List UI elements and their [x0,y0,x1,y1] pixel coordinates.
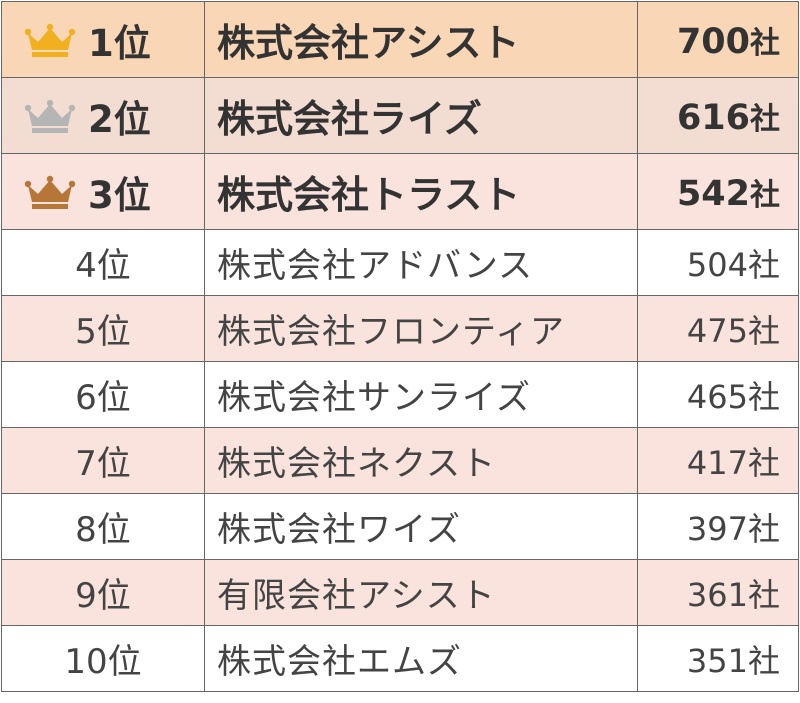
count-value: 351 [686,641,748,680]
company-name: 株式会社トラスト [204,153,638,230]
count-value: 417 [686,443,748,482]
company-count: 504社 [637,229,799,296]
company-name: 株式会社ライズ [204,77,638,154]
table-row-rank-7: 7位 株式会社ネクスト 417社 [1,427,799,494]
rank-label: 5位 [1,295,205,362]
company-count: 417社 [637,427,799,494]
table-row-rank-6: 6位 株式会社サンライズ 465社 [1,361,799,428]
rank-label: 4位 [1,229,205,296]
count-unit: 社 [750,177,780,213]
count-unit: 社 [750,101,780,137]
rank-label: 2位 [88,97,151,141]
silver-crown-icon [24,99,76,133]
company-name: 株式会社エムズ [204,625,638,692]
count-unit: 社 [747,245,780,284]
rank-label: 6位 [1,361,205,428]
company-name: 株式会社フロンティア [204,295,638,362]
company-count: 475社 [637,295,799,362]
count-value: 475 [686,311,748,350]
company-name: 有限会社アシスト [204,559,638,626]
count-unit: 社 [750,25,780,61]
company-count: 351社 [637,625,799,692]
company-count: 616社 [637,77,799,154]
count-value: 700 [676,21,750,62]
rank-cell: 3位 [1,153,205,230]
table-row-rank-2: 2位 株式会社ライズ 616社 [1,77,799,154]
rank-cell: 1位 [1,1,205,78]
table-row-rank-10: 10位 株式会社エムズ 351社 [1,625,799,692]
company-count: 542社 [637,153,799,230]
table-row-rank-5: 5位 株式会社フロンティア 475社 [1,295,799,362]
rank-cell: 2位 [1,77,205,154]
bronze-crown-icon [24,175,76,209]
count-value: 397 [686,509,748,548]
company-name: 株式会社ネクスト [204,427,638,494]
count-unit: 社 [747,509,780,548]
company-name: 株式会社アシスト [204,1,638,78]
rank-label: 3位 [88,173,151,217]
count-unit: 社 [747,641,780,680]
company-name: 株式会社サンライズ [204,361,638,428]
company-count: 700社 [637,1,799,78]
count-unit: 社 [747,377,780,416]
gold-crown-icon [24,23,76,57]
company-name: 株式会社アドバンス [204,229,638,296]
count-value: 361 [686,575,748,614]
rank-label: 7位 [1,427,205,494]
count-unit: 社 [747,443,780,482]
rank-label: 1位 [88,21,151,65]
count-value: 465 [686,377,748,416]
table-row-rank-9: 9位 有限会社アシスト 361社 [1,559,799,626]
count-unit: 社 [747,311,780,350]
table-row-rank-8: 8位 株式会社ワイズ 397社 [1,493,799,560]
rank-label: 8位 [1,493,205,560]
company-count: 361社 [637,559,799,626]
company-count: 465社 [637,361,799,428]
count-unit: 社 [747,575,780,614]
count-value: 616 [676,97,750,138]
table-row-rank-1: 1位 株式会社アシスト 700社 [1,1,799,78]
table-row-rank-3: 3位 株式会社トラスト 542社 [1,153,799,230]
count-value: 504 [686,245,748,284]
company-name: 株式会社ワイズ [204,493,638,560]
company-count: 397社 [637,493,799,560]
rank-label: 10位 [1,625,205,692]
count-value: 542 [676,173,750,214]
table-row-rank-4: 4位 株式会社アドバンス 504社 [1,229,799,296]
rank-label: 9位 [1,559,205,626]
